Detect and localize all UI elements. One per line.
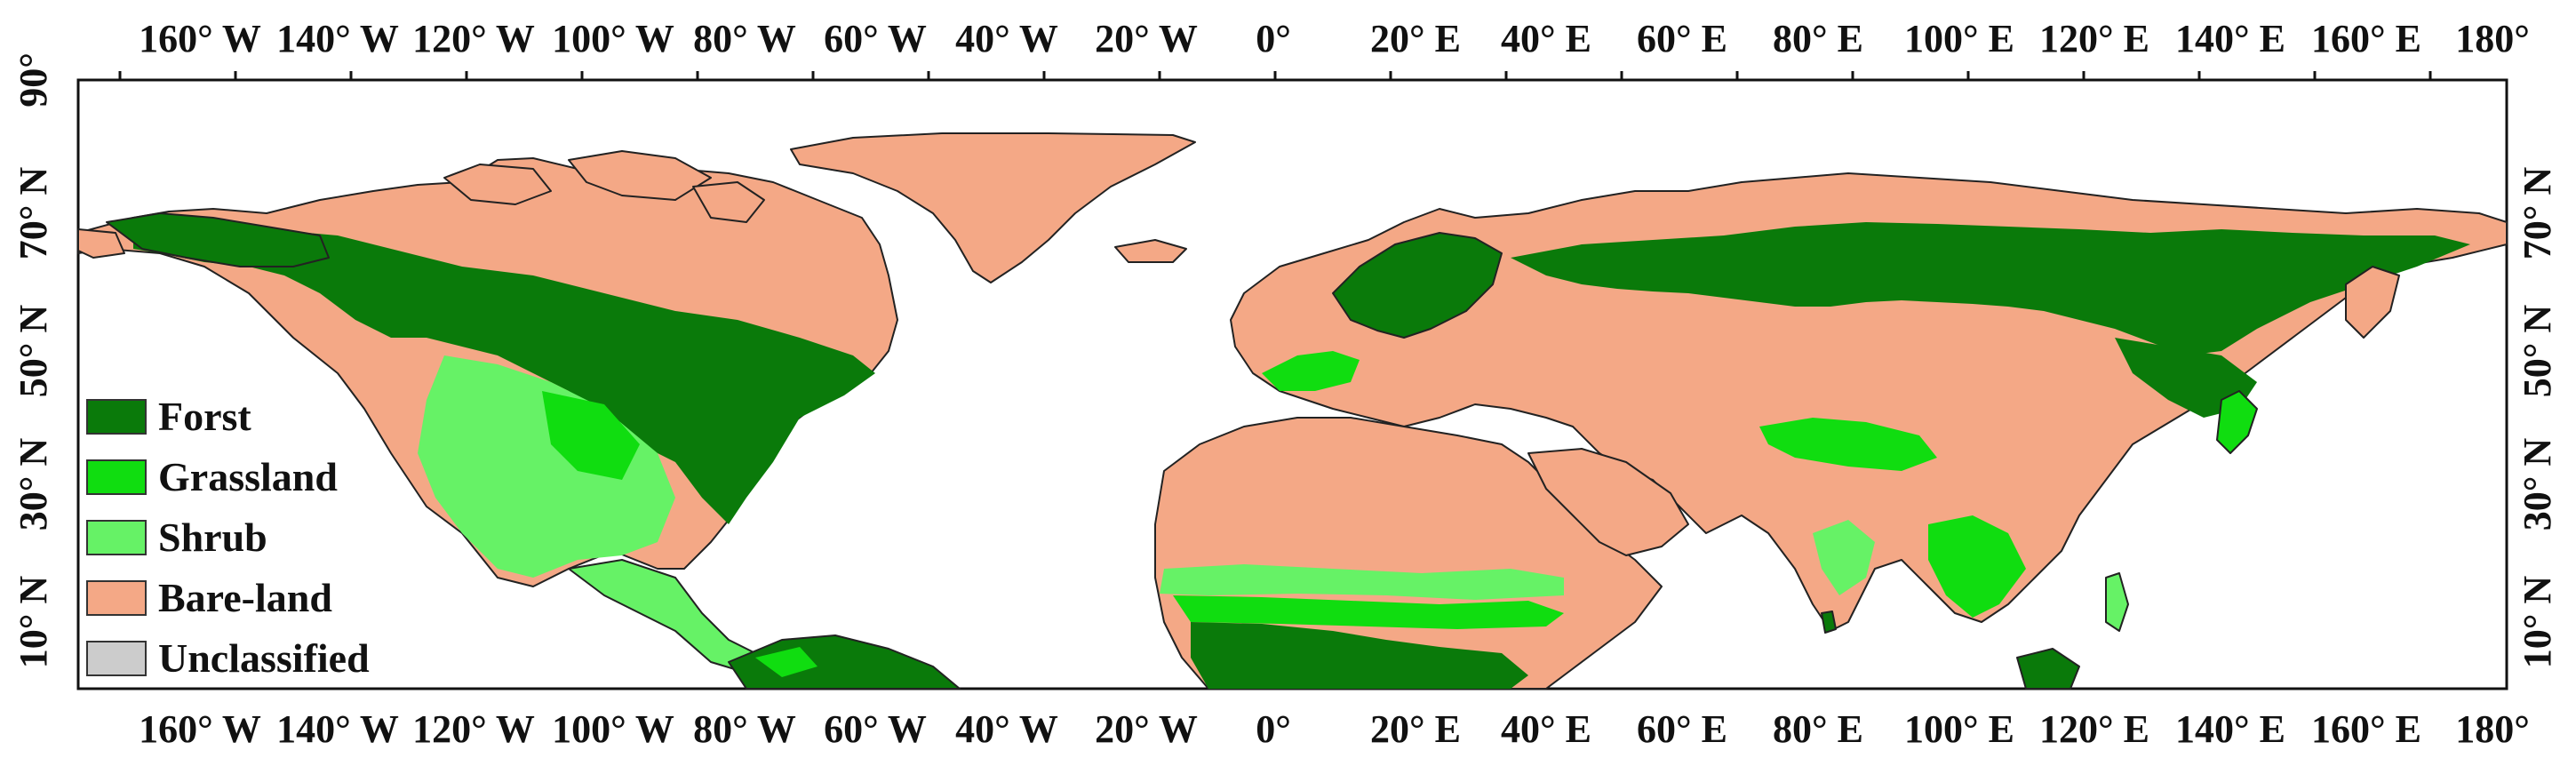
lon-labels-top: 160° W 140° W 120° W 100° W 80° W 60° W … xyxy=(139,17,2530,60)
north-america-forest xyxy=(133,222,875,524)
sri-lanka xyxy=(1821,610,1837,634)
arabian-peninsula xyxy=(1527,448,1689,556)
legend-swatch-shrub xyxy=(86,520,147,555)
legend-label-grassland: Grassland xyxy=(158,454,338,499)
legend-swatch-unclassified xyxy=(86,641,147,676)
far-east-forest xyxy=(2115,338,2257,418)
legend-swatch-grassland xyxy=(86,459,147,495)
lat-labels-right: 70° N 50° N 30° N 10° N xyxy=(2516,167,2559,669)
lon-label-top: 140° W xyxy=(276,17,399,60)
iceland xyxy=(1114,239,1187,263)
lon-label-top: 120° E xyxy=(2039,17,2149,60)
greenland xyxy=(790,132,1196,283)
lon-label-top: 160° W xyxy=(139,17,261,60)
japan xyxy=(2216,390,2258,454)
sahel-shrub xyxy=(1160,564,1564,600)
lon-label-bottom: 160° E xyxy=(2311,707,2421,751)
legend-label-bare-land: Bare-land xyxy=(158,575,332,620)
lon-label-bottom: 20° W xyxy=(1095,707,1198,751)
lat-label-left: 50° N xyxy=(12,305,55,398)
india-shrub xyxy=(1813,520,1875,595)
north-america-shrub xyxy=(418,355,675,578)
lat-labels-left: 90° 70° N 50° N 30° N 10° N xyxy=(12,52,55,668)
lon-label-bottom: 0° xyxy=(1256,707,1291,751)
south-america-grass xyxy=(755,647,817,677)
lon-label-top: 60° W xyxy=(824,17,927,60)
landmasses xyxy=(77,132,2508,690)
lon-label-top: 140° E xyxy=(2175,17,2285,60)
philippines xyxy=(2105,572,2129,632)
lat-label-left: 70° N xyxy=(12,167,55,260)
chukotka-west xyxy=(77,228,125,259)
lon-label-bottom: 60° E xyxy=(1637,707,1727,751)
siberia-forest xyxy=(1511,222,2470,355)
lon-label-bottom: 140° W xyxy=(276,707,399,751)
lat-label-left: 30° N xyxy=(12,438,55,531)
lon-label-bottom: 120° E xyxy=(2039,707,2149,751)
lat-label-right: 50° N xyxy=(2516,305,2559,398)
sahel-grassland xyxy=(1173,595,1564,629)
frame-ticks xyxy=(118,71,2432,80)
lon-label-top: 80° E xyxy=(1773,17,1863,60)
lon-label-top: 180° xyxy=(2455,17,2530,60)
map-legend: Forst Grassland Shrub Bare-land Unclassi… xyxy=(86,394,370,681)
lon-label-top: 60° E xyxy=(1637,17,1727,60)
lon-label-top: 40° E xyxy=(1501,17,1591,60)
borneo xyxy=(2016,648,2080,690)
europe-grassland xyxy=(1262,351,1360,391)
lon-label-bottom: 80° E xyxy=(1773,707,1863,751)
lat-label-right: 30° N xyxy=(2516,438,2559,531)
lon-label-bottom: 60° W xyxy=(824,707,927,751)
lon-label-bottom: 140° E xyxy=(2175,707,2285,751)
legend-swatch-bare-land xyxy=(86,580,147,616)
lon-label-bottom: 100° E xyxy=(1904,707,2014,751)
lon-label-top: 0° xyxy=(1256,17,1291,60)
lon-label-bottom: 80° W xyxy=(693,707,796,751)
lon-label-top: 20° E xyxy=(1370,17,1461,60)
lat-label-left: 90° xyxy=(12,52,55,108)
lon-label-top: 40° W xyxy=(955,17,1058,60)
se-asia-forest xyxy=(1928,515,2026,618)
lat-label-right: 70° N xyxy=(2516,167,2559,260)
legend-label-shrub: Shrub xyxy=(158,515,267,560)
legend-label-unclassified: Unclassified xyxy=(158,635,370,681)
lon-label-top: 160° E xyxy=(2311,17,2421,60)
africa-forest xyxy=(1191,622,1528,689)
lat-label-left: 10° N xyxy=(12,576,55,669)
lon-label-bottom: 160° W xyxy=(139,707,261,751)
legend-label-forest: Forst xyxy=(158,394,251,439)
lon-label-bottom: 120° W xyxy=(412,707,535,751)
lon-label-top: 20° W xyxy=(1095,17,1198,60)
lon-labels-bottom: 160° W 140° W 120° W 100° W 80° W 60° W … xyxy=(139,707,2530,751)
lon-label-top: 80° W xyxy=(693,17,796,60)
arctic-islands xyxy=(443,164,552,205)
lon-label-top: 100° W xyxy=(552,17,674,60)
lon-label-bottom: 100° W xyxy=(552,707,674,751)
north-america-grassland xyxy=(542,391,640,480)
lon-label-bottom: 40° E xyxy=(1501,707,1591,751)
alaska xyxy=(106,212,330,267)
scandinavia xyxy=(1332,232,1503,339)
arctic-island-2 xyxy=(568,150,712,201)
kamchatka xyxy=(2345,266,2400,339)
lon-label-top: 120° W xyxy=(412,17,535,60)
arctic-island-3 xyxy=(692,181,765,223)
legend-swatch-forest xyxy=(86,399,147,435)
lon-label-top: 100° E xyxy=(1904,17,2014,60)
lat-label-right: 10° N xyxy=(2516,576,2559,669)
lon-label-bottom: 40° W xyxy=(955,707,1058,751)
lon-label-bottom: 180° xyxy=(2455,707,2530,751)
tibet-grassland xyxy=(1759,418,1937,471)
lon-label-bottom: 20° E xyxy=(1370,707,1461,751)
